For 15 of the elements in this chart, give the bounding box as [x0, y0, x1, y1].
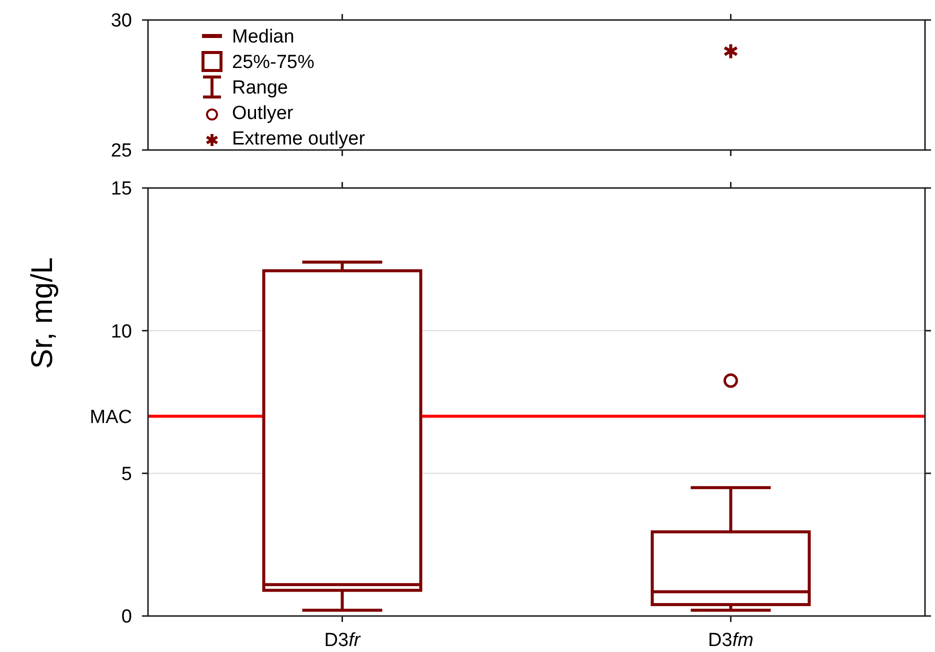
y-tick-label: 25 — [110, 140, 132, 162]
x-tick-label: D3fm — [708, 630, 754, 651]
annotation: 25%-75% — [232, 52, 314, 74]
ref-line-label: MAC — [90, 406, 132, 428]
y-tick-label: 10 — [110, 321, 132, 342]
y-tick-label: 15 — [110, 178, 132, 200]
y-tick-label: 30 — [110, 10, 132, 32]
x-tick-label: D3fr — [324, 630, 361, 651]
annotation: Outlyer — [232, 103, 294, 124]
annotation: Range — [232, 78, 288, 99]
y-tick-label: 5 — [121, 464, 132, 485]
y-tick-label: 0 — [121, 606, 132, 628]
y-axis-title: Sr, mg/L — [26, 257, 59, 369]
legend-label: Extreme outlyer — [232, 128, 366, 150]
annotation: Median — [232, 26, 294, 48]
